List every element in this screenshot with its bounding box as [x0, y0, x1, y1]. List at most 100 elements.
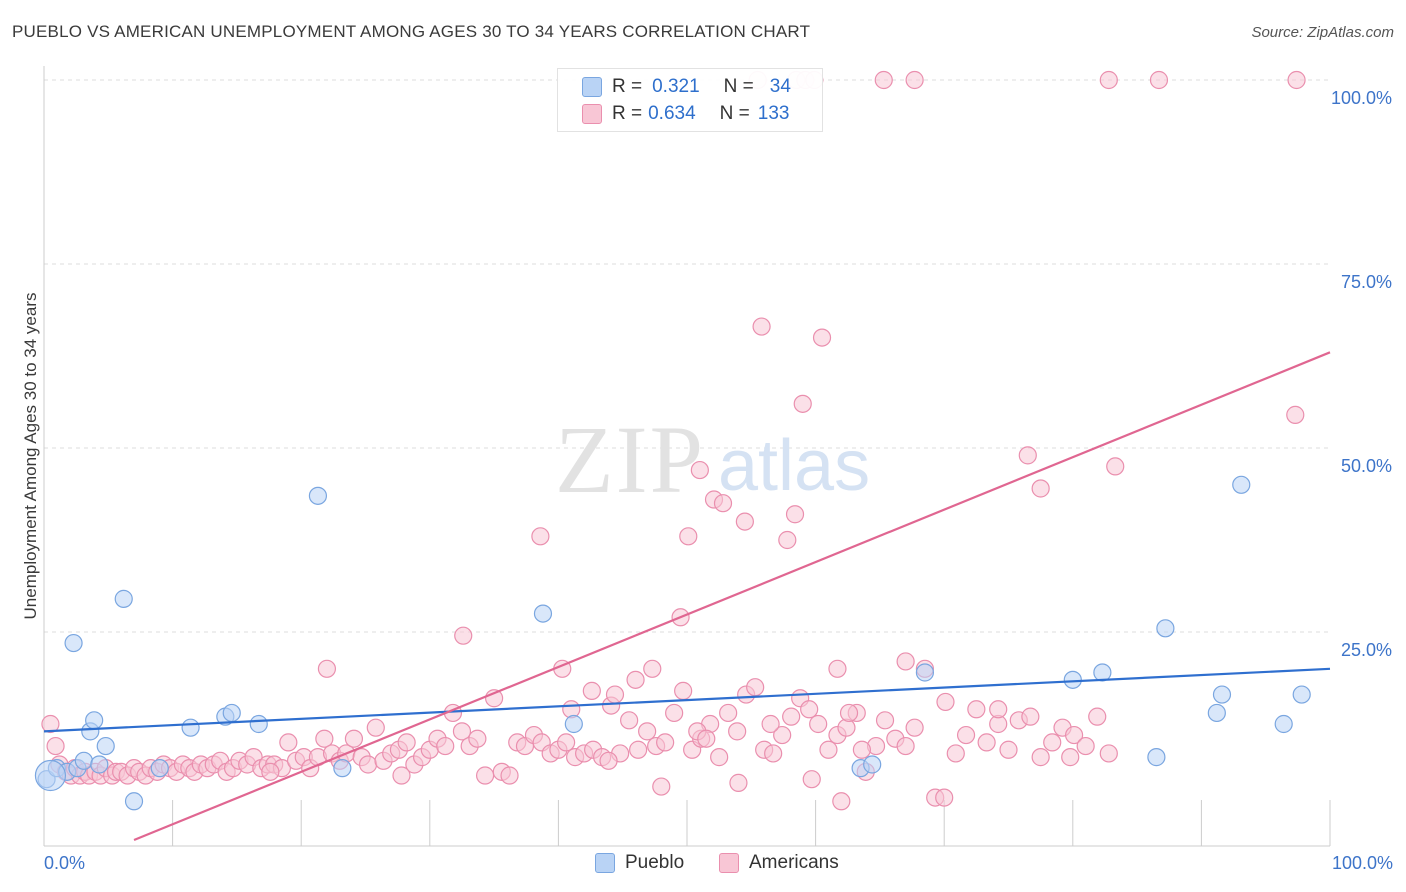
americans-point: [1021, 707, 1040, 726]
y-tick-label: 75.0%: [1341, 272, 1392, 292]
pueblo-point: [1292, 685, 1311, 704]
pueblo-n-value: 34: [769, 76, 791, 97]
x-tick-label-min: 0.0%: [44, 853, 85, 873]
pueblo-point: [533, 604, 553, 623]
pueblo-point: [85, 711, 104, 730]
legend-row-pueblo: R = 0.321 N = 34: [582, 74, 791, 100]
americans-point: [782, 707, 801, 726]
americans-point: [935, 788, 954, 807]
pueblo-point: [222, 703, 241, 723]
americans-n-value: 133: [757, 103, 790, 124]
americans-point: [261, 762, 280, 781]
americans-point: [1061, 748, 1080, 767]
bottom-americans-swatch: [719, 853, 739, 873]
americans-point: [752, 317, 771, 336]
americans-point: [936, 692, 955, 712]
americans-point: [896, 736, 915, 756]
americans-point: [819, 740, 838, 759]
pueblo-n-label: N =: [723, 76, 754, 97]
americans-point: [1099, 70, 1118, 90]
americans-point: [999, 740, 1018, 759]
pueblo-point: [114, 589, 133, 608]
pueblo-r-label: R =: [612, 76, 643, 97]
chart-title: PUEBLO VS AMERICAN UNEMPLOYMENT AMONG AG…: [12, 22, 811, 41]
americans-point: [728, 722, 747, 741]
americans-point: [977, 733, 996, 752]
source-label: Source: ZipAtlas.com: [1251, 24, 1394, 41]
americans-r-value: 0.634: [648, 103, 696, 124]
watermark-zip: ZIP: [555, 406, 705, 513]
americans-n-label: N =: [719, 103, 750, 124]
americans-point: [735, 512, 754, 531]
pueblo-point: [333, 759, 352, 778]
americans-point: [1031, 748, 1050, 767]
pueblo-trend-line: [43, 667, 1331, 733]
americans-point: [436, 736, 455, 756]
americans-point: [629, 740, 648, 759]
americans-point: [531, 527, 550, 546]
pueblo-point: [915, 663, 935, 682]
americans-point: [778, 530, 797, 550]
americans-point: [905, 718, 924, 737]
americans-point: [344, 729, 364, 748]
americans-point: [475, 766, 495, 785]
y-tick-label: 25.0%: [1341, 640, 1392, 660]
americans-point: [1287, 70, 1306, 90]
watermark-atlas: atlas: [718, 426, 870, 506]
pueblo-point: [1156, 619, 1175, 638]
grid-layer: [44, 79, 1330, 633]
americans-point: [557, 733, 576, 752]
americans-point: [397, 733, 416, 752]
americans-point: [839, 703, 859, 723]
americans-point: [366, 718, 385, 737]
americans-point: [832, 792, 851, 811]
bottom-pueblo-label: Pueblo: [625, 852, 685, 873]
pueblo-point: [64, 633, 83, 653]
americans-point: [674, 681, 693, 700]
americans-point: [697, 729, 716, 748]
pueblo-point: [1063, 670, 1082, 689]
watermark: ZIP atlas: [555, 406, 870, 513]
americans-point: [690, 460, 709, 480]
pueblo-point: [90, 755, 109, 774]
pueblo-point: [1212, 685, 1232, 704]
americans-point: [500, 766, 519, 785]
americans-point: [656, 733, 675, 752]
americans-point: [1106, 457, 1125, 476]
americans-point: [1064, 725, 1084, 745]
americans-point: [837, 718, 856, 737]
americans-point: [317, 659, 337, 678]
americans-point: [452, 722, 472, 741]
bottom-legend-americans: Americans: [719, 852, 839, 874]
americans-point: [761, 714, 780, 734]
americans-point: [454, 626, 473, 645]
y-tick-label: 100.0%: [1331, 88, 1392, 108]
americans-point: [279, 733, 298, 752]
americans-point: [1149, 70, 1169, 90]
americans-point: [652, 777, 671, 796]
americans-point: [773, 725, 792, 745]
americans-point: [392, 766, 411, 785]
americans-point: [729, 773, 748, 792]
pueblo-points: [34, 475, 1311, 811]
americans-point: [785, 505, 805, 524]
americans-point: [679, 527, 698, 546]
americans-point: [905, 70, 924, 90]
americans-point: [802, 770, 821, 789]
americans-point: [626, 670, 645, 689]
americans-point: [710, 748, 729, 767]
americans-point: [358, 755, 378, 774]
americans-point: [1286, 405, 1305, 424]
americans-point: [1031, 479, 1050, 498]
americans-trend-line: [133, 351, 1331, 842]
x-tick-label-max: 100.0%: [1332, 853, 1393, 873]
pueblo-swatch: [582, 77, 602, 97]
americans-point: [665, 703, 684, 723]
americans-point: [713, 494, 733, 513]
americans-point: [1076, 736, 1095, 756]
correlation-legend: R = 0.321 N = 34 R = 0.634 N = 133: [557, 68, 823, 132]
pueblo-point: [34, 759, 67, 792]
pueblo-point: [249, 714, 268, 734]
americans-point: [764, 744, 783, 763]
